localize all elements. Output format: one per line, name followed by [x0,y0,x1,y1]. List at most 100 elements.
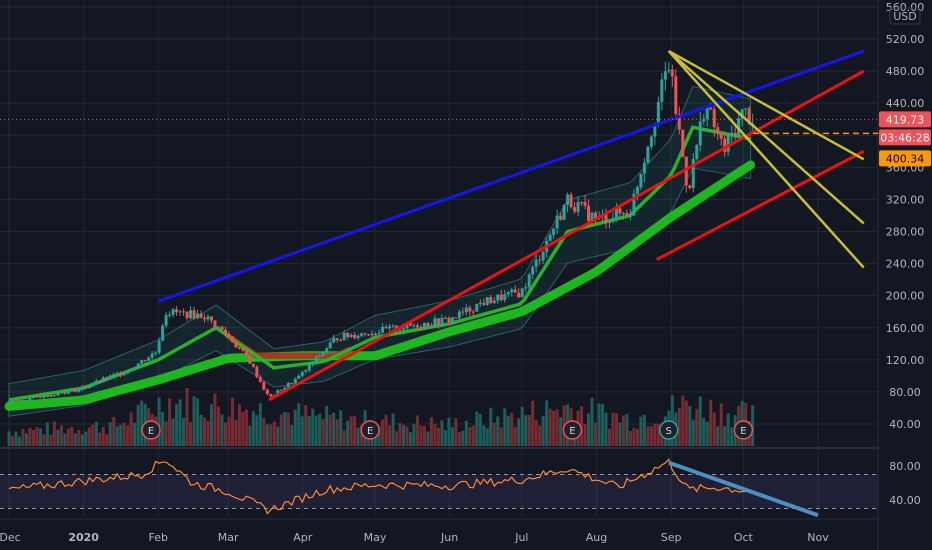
candle-body [80,387,84,390]
event-marker-circle[interactable] [141,420,161,440]
event-marker-label: S [666,426,672,437]
volume-bar [356,427,360,446]
candle-body [21,399,25,401]
event-marker-label: E [569,426,575,437]
candle-body [628,215,632,217]
price-axis[interactable]: 40.00 80.00 120.00 160.00 200.00 240.00 280.00… [879,0,932,550]
candle-body [112,374,116,376]
event-marker[interactable]: E [733,420,754,440]
volume-bar [293,409,297,446]
event-marker-circle[interactable] [360,420,380,440]
volume-bar [339,410,343,446]
volume-bar [555,409,559,446]
candle-body [468,307,472,312]
event-marker-circle[interactable] [733,420,754,440]
event-marker-circle[interactable] [562,420,583,440]
rsi-trendline[interactable] [668,460,819,518]
volume-bar [461,430,465,446]
volume-bar [101,426,105,446]
candle-body [562,204,566,220]
volume-bar [587,413,591,446]
candle-body [370,333,374,336]
candle-body [702,119,706,122]
price-axis-bg [879,0,932,550]
candle-body [594,212,598,219]
volume-bar [677,407,681,446]
volume-bar [52,421,56,446]
candle-body [712,109,716,128]
candle-body [192,310,196,319]
volume-bar [28,427,32,446]
event-marker[interactable]: E [141,420,161,440]
candle-body [607,221,611,223]
volume-bar [496,416,500,446]
candle-body [304,370,308,373]
volume-bar [492,422,496,446]
candle-body [614,208,618,219]
candle-body [642,162,646,174]
candle-body [374,333,378,335]
volume-bar [642,414,646,446]
volume-bar [349,416,353,446]
candle-body [405,322,409,329]
volume-bar [524,415,528,446]
time-axis[interactable]: Dec 2020 Feb Mar Apr May Jun Jul Aug Sep Oct Nov [0,531,829,544]
candle-body [84,387,88,389]
trendline-yellow[interactable] [667,50,865,225]
candle-body [251,363,255,367]
trendline-red[interactable] [268,69,865,402]
candle-body [164,315,168,326]
volume-bar [548,408,552,446]
candle-body [503,294,507,301]
candle-body [279,390,283,392]
volume-bar [283,411,287,446]
volume-bar [607,428,611,446]
candle-body [63,392,67,394]
candle-body [178,311,182,313]
volume-bar [168,398,172,446]
time-tick-label: Aug [586,531,607,544]
trendline-yellow[interactable] [667,50,865,269]
volume-bar [402,424,406,446]
volume-bar [21,429,25,446]
volume-bar [14,431,18,446]
volume-bar [258,403,262,446]
volume-bar [513,426,517,446]
volume-bar [346,420,350,446]
candle-body [653,124,657,137]
volume-bar [726,413,730,446]
candle-body [733,132,737,137]
trendline-red[interactable] [655,149,865,261]
volume-bar [328,414,332,446]
volume-bar [332,412,336,446]
trendlines[interactable] [157,49,865,402]
candle-body [122,373,126,376]
candle-body [534,259,538,267]
volume-bar [223,422,227,446]
volume-bar [77,429,81,446]
volume-bar [691,419,695,446]
volume-bar [391,413,395,446]
candle-body [248,356,252,364]
volume-bar [265,424,269,446]
candle-body [695,145,699,159]
event-marker-circle[interactable] [658,420,679,440]
volume-bar [241,411,245,446]
candle-body [422,322,426,328]
event-marker-label: E [148,426,154,437]
volume-bar [115,426,119,446]
event-marker[interactable]: E [562,420,583,440]
candle-body [548,234,552,241]
trendline-yellow[interactable] [668,49,865,161]
event-marker[interactable]: E [360,420,380,440]
candle-body [646,146,650,163]
volume-bar [314,415,318,446]
bollinger-fill [8,85,752,417]
event-marker[interactable]: S [658,420,679,440]
candle-body [136,363,140,368]
candle-body [429,325,433,327]
volume-bar [129,412,133,446]
moving-averages [4,125,756,411]
